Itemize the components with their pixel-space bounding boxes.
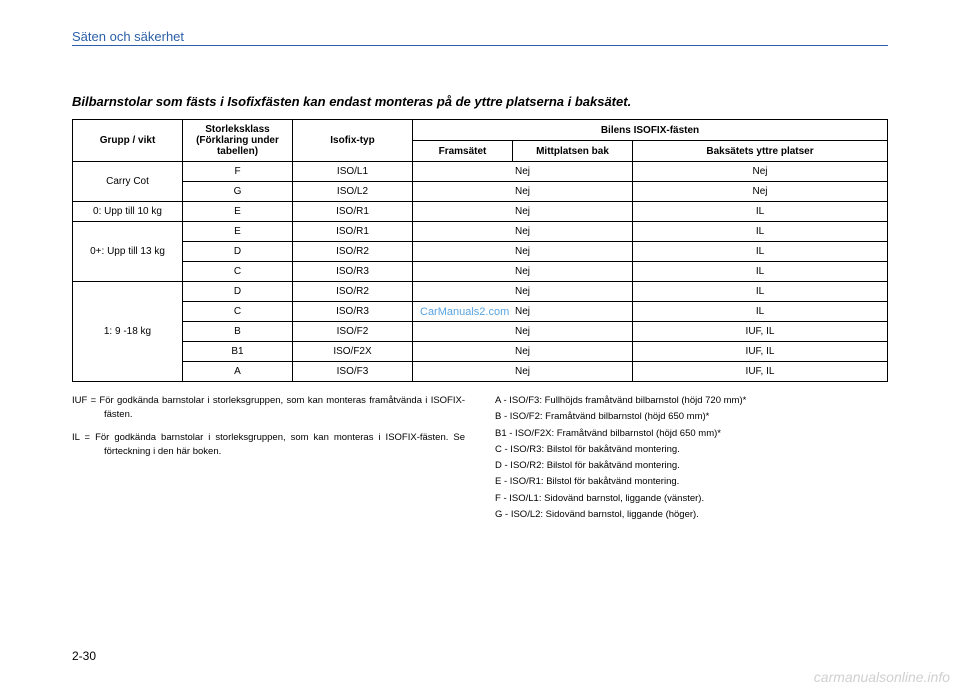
cell-rear: IUF, IL xyxy=(633,362,888,382)
note-iuf: IUF = För godkända barnstolar i storleks… xyxy=(72,394,465,423)
table-row: BISO/F2NejIUF, IL xyxy=(73,322,888,342)
cell-group: 0: Upp till 10 kg xyxy=(73,202,183,222)
center-watermark: CarManuals2.com xyxy=(420,306,509,318)
note-c: C - ISO/R3: Bilstol för bakåtvänd monter… xyxy=(495,443,888,457)
cell-front-center: Nej xyxy=(413,282,633,302)
cell-isofix: ISO/F2X xyxy=(293,342,413,362)
note-f: F - ISO/L1: Sidovänd barnstol, liggande … xyxy=(495,492,888,506)
page-number: 2-30 xyxy=(72,649,96,663)
cell-rear: IUF, IL xyxy=(633,342,888,362)
cell-size: E xyxy=(183,222,293,242)
cell-size: C xyxy=(183,302,293,322)
th-size: Storleksklass (Förklaring under tabellen… xyxy=(183,120,293,162)
cell-size: A xyxy=(183,362,293,382)
cell-size: C xyxy=(183,262,293,282)
cell-rear: IL xyxy=(633,242,888,262)
table-row: 0: Upp till 10 kgEISO/R1NejIL xyxy=(73,202,888,222)
table-row: GISO/L2NejNej xyxy=(73,182,888,202)
cell-size: D xyxy=(183,282,293,302)
cell-isofix: ISO/R3 xyxy=(293,302,413,322)
page-header: Säten och säkerhet xyxy=(72,28,888,46)
cell-front-center: Nej xyxy=(413,362,633,382)
table-row: CISO/R3NejIL xyxy=(73,262,888,282)
cell-front-center: Nej xyxy=(413,222,633,242)
th-front: Framsätet xyxy=(413,141,513,162)
cell-size: F xyxy=(183,162,293,182)
cell-isofix: ISO/R1 xyxy=(293,222,413,242)
cell-isofix: ISO/L2 xyxy=(293,182,413,202)
cell-isofix: ISO/R2 xyxy=(293,242,413,262)
footer-watermark: carmanualsonline.info xyxy=(814,669,950,685)
cell-size: G xyxy=(183,182,293,202)
cell-rear: IL xyxy=(633,262,888,282)
cell-isofix: ISO/L1 xyxy=(293,162,413,182)
cell-isofix: ISO/R3 xyxy=(293,262,413,282)
cell-front-center: Nej xyxy=(413,262,633,282)
th-positions: Bilens ISOFIX-fästen xyxy=(413,120,888,141)
cell-size: E xyxy=(183,202,293,222)
note-b: B - ISO/F2: Framåtvänd bilbarnstol (höjd… xyxy=(495,410,888,424)
note-e: E - ISO/R1: Bilstol för bakåtvänd monter… xyxy=(495,475,888,489)
notes-container: IUF = För godkända barnstolar i storleks… xyxy=(72,394,888,524)
isofix-table: Grupp / vikt Storleksklass (Förklaring u… xyxy=(72,119,888,382)
table-row: DISO/R2NejIL xyxy=(73,242,888,262)
note-g: G - ISO/L2: Sidovänd barnstol, liggande … xyxy=(495,508,888,522)
header-divider xyxy=(72,45,888,46)
note-b1: B1 - ISO/F2X: Framåtvänd bilbarnstol (hö… xyxy=(495,427,888,441)
notes-right: A - ISO/F3: Fullhöjds framåtvänd bilbarn… xyxy=(495,394,888,524)
cell-rear: IL xyxy=(633,202,888,222)
cell-isofix: ISO/R2 xyxy=(293,282,413,302)
cell-front-center: Nej xyxy=(413,242,633,262)
th-center: Mittplatsen bak xyxy=(513,141,633,162)
note-d: D - ISO/R2: Bilstol för bakåtvänd monter… xyxy=(495,459,888,473)
cell-front-center: Nej xyxy=(413,162,633,182)
th-isofix: Isofix-typ xyxy=(293,120,413,162)
table-row: 1: 9 -18 kgDISO/R2NejIL xyxy=(73,282,888,302)
table-row: B1ISO/F2XNejIUF, IL xyxy=(73,342,888,362)
cell-rear: IUF, IL xyxy=(633,322,888,342)
cell-front-center: Nej xyxy=(413,342,633,362)
cell-size: D xyxy=(183,242,293,262)
cell-front-center: Nej xyxy=(413,322,633,342)
notes-left: IUF = För godkända barnstolar i storleks… xyxy=(72,394,465,524)
section-title: Säten och säkerhet xyxy=(72,29,184,46)
cell-isofix: ISO/F3 xyxy=(293,362,413,382)
table-row: Carry CotFISO/L1NejNej xyxy=(73,162,888,182)
th-rear: Baksätets yttre platser xyxy=(633,141,888,162)
note-a: A - ISO/F3: Fullhöjds framåtvänd bilbarn… xyxy=(495,394,888,408)
cell-group: 1: 9 -18 kg xyxy=(73,282,183,382)
th-group: Grupp / vikt xyxy=(73,120,183,162)
note-il: IL = För godkända barnstolar i storleksg… xyxy=(72,431,465,460)
cell-rear: Nej xyxy=(633,162,888,182)
cell-isofix: ISO/F2 xyxy=(293,322,413,342)
cell-rear: IL xyxy=(633,302,888,322)
table-row: AISO/F3NejIUF, IL xyxy=(73,362,888,382)
cell-size: B xyxy=(183,322,293,342)
cell-group: 0+: Upp till 13 kg xyxy=(73,222,183,282)
table-title: Bilbarnstolar som fästs i Isofixfästen k… xyxy=(72,94,888,109)
cell-front-center: Nej xyxy=(413,202,633,222)
cell-group: Carry Cot xyxy=(73,162,183,202)
cell-size: B1 xyxy=(183,342,293,362)
table-row: 0+: Upp till 13 kgEISO/R1NejIL xyxy=(73,222,888,242)
cell-front-center: Nej xyxy=(413,182,633,202)
cell-isofix: ISO/R1 xyxy=(293,202,413,222)
cell-rear: IL xyxy=(633,222,888,242)
cell-rear: IL xyxy=(633,282,888,302)
cell-rear: Nej xyxy=(633,182,888,202)
